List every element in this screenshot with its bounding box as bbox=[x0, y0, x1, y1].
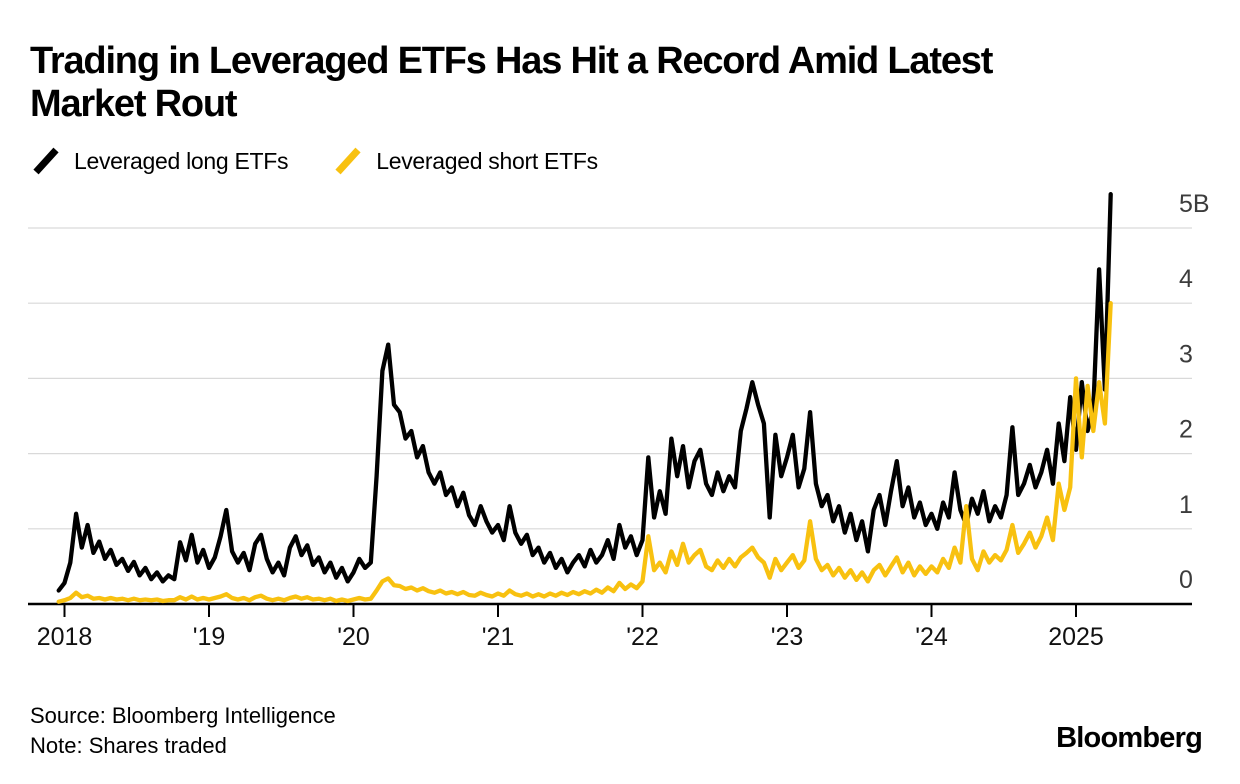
slash-icon bbox=[33, 147, 59, 175]
x-tick-label: 2025 bbox=[1048, 623, 1104, 651]
series-line-leveraged-short-etfs bbox=[56, 301, 1113, 604]
legend-item-leveraged-long: Leveraged long ETFs bbox=[30, 146, 289, 176]
source-line: Source: Bloomberg Intelligence bbox=[30, 703, 336, 728]
y-tick-label: 2 bbox=[1179, 416, 1193, 444]
slash-icon-stroke bbox=[33, 147, 59, 175]
legend-label: Leveraged short ETFs bbox=[376, 147, 598, 174]
x-tick-label: '22 bbox=[626, 623, 659, 651]
y-tick-label: 1 bbox=[1179, 491, 1193, 519]
series-line-leveraged-long-etfs bbox=[56, 192, 1113, 593]
y-tick-label: 3 bbox=[1179, 340, 1193, 368]
legend-item-leveraged-short: Leveraged short ETFs bbox=[332, 146, 598, 176]
legend-label: Leveraged long ETFs bbox=[74, 147, 289, 174]
x-tick-label: '21 bbox=[482, 623, 515, 651]
y-tick-label: 5B bbox=[1179, 190, 1210, 218]
bloomberg-logo: Bloomberg bbox=[1056, 722, 1203, 754]
note-line: Note: Shares traded bbox=[30, 733, 227, 758]
x-tick-label: '20 bbox=[337, 623, 370, 651]
slash-icon bbox=[335, 147, 361, 175]
x-tick-label: '23 bbox=[771, 623, 804, 651]
chart-footnotes: Source: Bloomberg Intelligence Note: Sha… bbox=[30, 701, 336, 761]
slash-icon-stroke bbox=[335, 147, 361, 175]
chart-title-line1: Trading in Leveraged ETFs Has Hit a Reco… bbox=[30, 40, 993, 82]
chart-title-line2: Market Rout bbox=[30, 83, 238, 125]
y-tick-label: 4 bbox=[1179, 265, 1193, 293]
x-tick-label: 2018 bbox=[37, 623, 93, 651]
x-tick-label: '24 bbox=[915, 623, 948, 651]
chart-title: Trading in Leveraged ETFs Has Hit a Reco… bbox=[30, 40, 993, 126]
chart-legend: Leveraged long ETFs Leveraged short ETFs bbox=[30, 146, 642, 176]
x-tick-label: '19 bbox=[193, 623, 226, 651]
y-tick-label: 0 bbox=[1179, 566, 1193, 594]
